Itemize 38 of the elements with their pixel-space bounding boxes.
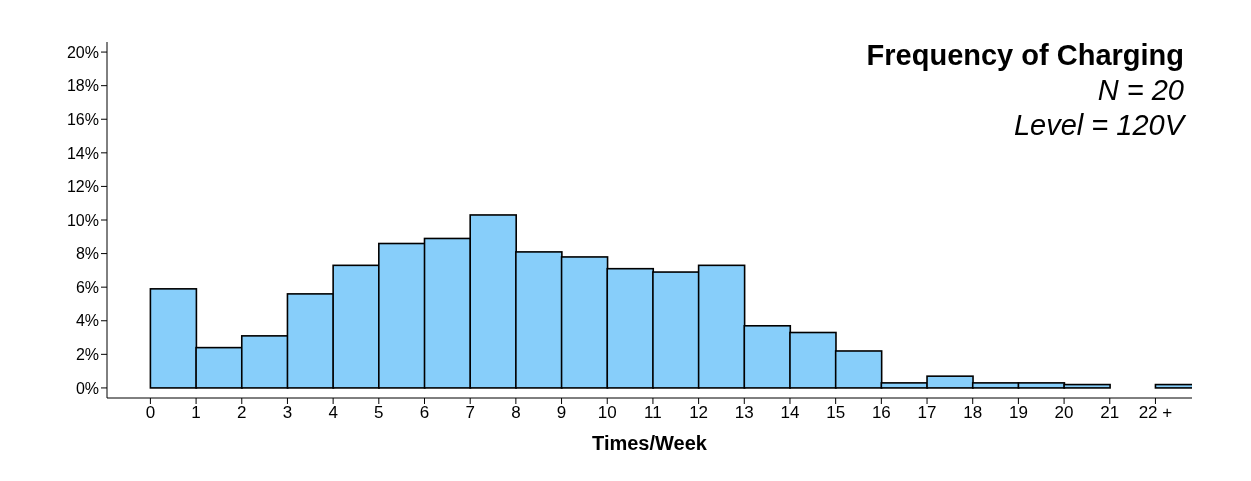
y-tick-label: 2% [75, 346, 99, 364]
x-tick-label: 21 [1100, 403, 1120, 423]
y-tick-label: 12% [66, 178, 99, 196]
x-tick-label: 5 [374, 403, 384, 423]
x-tick-label: 10 [597, 403, 617, 423]
x-tick-label: 15 [826, 403, 846, 423]
y-tick-label: 14% [66, 144, 99, 162]
x-tick-label: 16 [871, 403, 891, 423]
y-tick-label: 10% [66, 211, 99, 229]
x-tick-label: 2 [237, 403, 247, 423]
y-tick-label: 6% [75, 278, 99, 296]
x-tick-label: 8 [511, 403, 521, 423]
x-tick-label: 6 [419, 403, 430, 423]
x-tick-label: 7 [465, 403, 475, 423]
x-tick-label: 3 [282, 403, 293, 423]
x-tick-label: 20 [1054, 403, 1074, 423]
x-tick-label: 13 [734, 403, 754, 423]
x-tick-label: 11 [644, 403, 662, 423]
y-tick-label: 18% [66, 77, 99, 95]
x-tick-label: 9 [556, 403, 567, 423]
annotation: Level = 120V [1012, 108, 1184, 143]
y-tick-label: 8% [75, 245, 99, 263]
x-tick-label: 0 [145, 403, 156, 423]
text: N = 20 [1096, 73, 1184, 108]
y-tick-label: 16% [66, 110, 99, 128]
y-tick-label: 20% [66, 43, 99, 61]
x-axis-title: Times/Week [592, 432, 708, 454]
chart-title: Frequency of Charging [866, 38, 1184, 73]
x-tick-label: 14 [780, 403, 800, 423]
x-tick-label: 12 [689, 403, 709, 423]
x-tick-label: 19 [1008, 403, 1028, 423]
y-tick-label: 0% [75, 379, 99, 397]
y-tick-label: 4% [75, 312, 99, 330]
x-tick-label: 1 [191, 403, 201, 423]
x-tick-label: 4 [328, 403, 338, 423]
x-tick-label: 22 + [1138, 403, 1173, 423]
x-tick-label: 18 [963, 403, 983, 423]
x-tick-label: 17 [917, 403, 937, 423]
